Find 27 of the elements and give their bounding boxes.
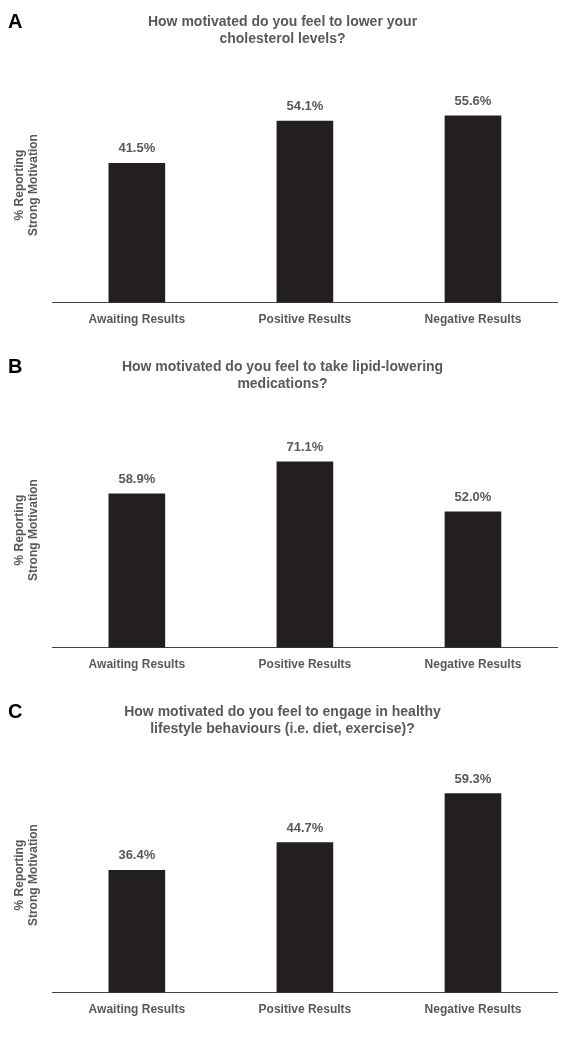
x-tick-label: Positive Results: [258, 312, 352, 327]
y-axis-title: % Reporting Strong Motivation: [11, 824, 40, 927]
text: B: [8, 354, 23, 377]
chart-title: How motivated do you feel to engage in healthy lifestyle behaviours (i.e. diet, exercise)?: [124, 703, 442, 737]
y-axis-title: % Reporting Strong Motivation: [11, 479, 40, 582]
data-label: 59.3%: [454, 770, 492, 786]
chart-title: How motivated do you feel to lower your cholesterol levels?: [147, 13, 418, 47]
data-label: 58.9%: [118, 470, 156, 486]
x-tick-label: Awaiting Results: [88, 1002, 186, 1017]
chart-title: How motivated do you feel to take lipid-lowering medications?: [121, 358, 444, 392]
x-tick-label: Negative Results: [424, 657, 522, 672]
data-label: 36.4%: [118, 847, 156, 863]
x-tick-label: Positive Results: [258, 1002, 352, 1017]
text: C: [8, 699, 23, 722]
data-label: 52.0%: [454, 488, 492, 504]
y-axis-title: % Reporting Strong Motivation: [11, 134, 40, 237]
data-label: 44.7%: [286, 819, 324, 835]
data-label: 41.5%: [118, 140, 156, 156]
data-label: 55.6%: [454, 93, 492, 109]
x-tick-label: Awaiting Results: [88, 657, 186, 672]
x-tick-label: Positive Results: [258, 657, 352, 672]
data-label: 54.1%: [286, 98, 324, 114]
x-tick-label: Negative Results: [424, 312, 522, 327]
x-tick-label: Negative Results: [424, 1002, 522, 1017]
text: A: [8, 9, 23, 32]
data-label: 71.1%: [286, 439, 324, 455]
x-tick-label: Awaiting Results: [88, 312, 186, 327]
